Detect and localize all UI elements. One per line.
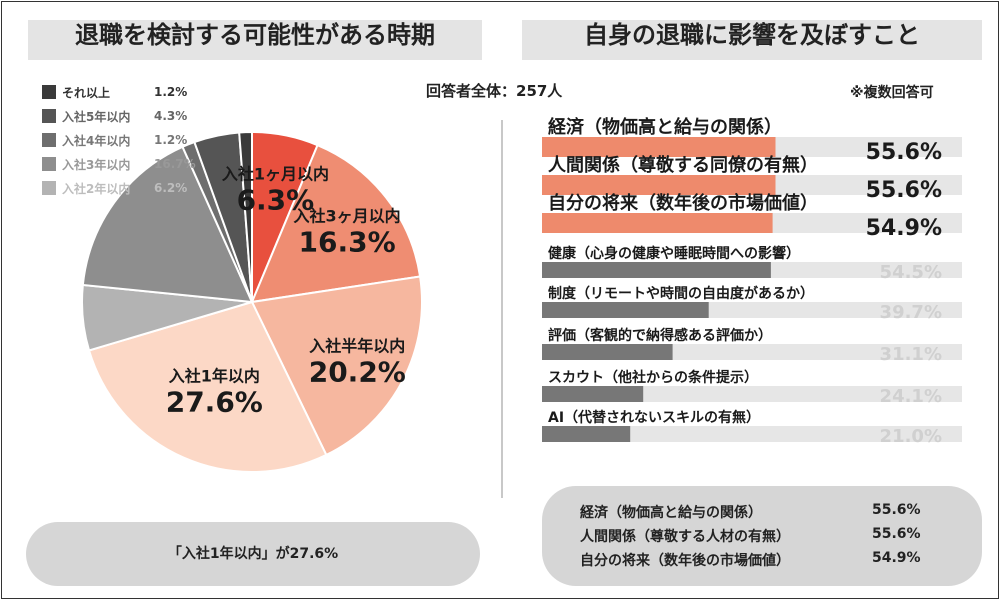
bar-track: [542, 426, 962, 442]
bar: [542, 386, 644, 402]
bar: [542, 302, 709, 318]
bar-chart-title: 自身の退職に影響を及ぼすこと: [522, 20, 982, 60]
legend-value: 4.3%: [154, 109, 188, 123]
bar-category-label: スカウト（他社からの条件提示）: [548, 369, 758, 386]
bar-category-label: 経済（物価高と給与の関係）: [548, 116, 782, 138]
bar-value-label: 54.5%: [880, 262, 942, 283]
legend-value: 1.2%: [154, 85, 188, 99]
bar-value-label: 24.1%: [880, 386, 942, 407]
summary-value: 54.9%: [872, 550, 921, 566]
bar: [542, 262, 771, 278]
bar-value-label: 31.1%: [880, 344, 942, 365]
legend-item: 入社4年以内 1.2%: [42, 128, 196, 152]
legend-swatch: [42, 157, 56, 171]
pie-legend: それ以上 1.2% 入社5年以内 4.3% 入社4年以内 1.2% 入社3年以内 16.7% 入…: [42, 80, 196, 200]
pie-slice-label: 入社3ヶ月以内: [294, 207, 401, 226]
bar: [542, 137, 776, 157]
bar-value-label: 21.0%: [880, 426, 942, 447]
legend-value: 6.2%: [154, 181, 188, 195]
summary-row: 自分の将来（数年後の市場価値） 54.9%: [580, 550, 940, 570]
legend-swatch: [42, 85, 56, 99]
pie-slice: [81, 145, 254, 304]
respondent-count: 回答者全体：257人: [426, 82, 563, 100]
bar: [542, 344, 673, 360]
legend-label: 入社2年以内: [62, 181, 131, 196]
pie-slice-label: 入社1ヶ月以内: [222, 164, 329, 183]
bar: [542, 426, 631, 442]
legend-item: それ以上 1.2%: [42, 80, 196, 104]
pie-slice: [250, 143, 422, 304]
legend-swatch: [42, 109, 56, 123]
multiple-answer-note: ※複数回答可: [850, 85, 934, 101]
legend-swatch: [42, 133, 56, 147]
pie-summary-box: 「入社1年以内」が27.6%: [26, 522, 480, 586]
bar-category-label: 人間関係（尊敬する同僚の有無）: [548, 154, 818, 176]
legend-swatch: [42, 181, 56, 195]
legend-label: 入社3年以内: [62, 157, 131, 172]
summary-label: 人間関係（尊敬する人材の有無）: [580, 529, 790, 545]
pie-slice-value: 20.2%: [309, 355, 406, 388]
bar-category-label: 制度（リモートや時間の自由度があるか）: [548, 285, 814, 302]
bar-category-label: 自分の将来（数年後の市場価値）: [548, 192, 818, 214]
summary-label: 自分の将来（数年後の市場価値）: [580, 553, 790, 569]
pie-slice: [87, 300, 328, 473]
bar-value-label: 39.7%: [880, 302, 942, 323]
summary-row: 経済（物価高と給与の関係） 55.6%: [580, 502, 940, 522]
summary-label: 経済（物価高と給与の関係）: [580, 505, 762, 521]
legend-label: 入社5年以内: [62, 109, 131, 124]
bar-value-label: 54.9%: [866, 216, 942, 241]
legend-label: それ以上: [62, 85, 111, 100]
summary-value: 55.6%: [872, 526, 921, 542]
pie-slice-label: 入社半年以内: [309, 336, 405, 355]
legend-item: 入社2年以内 6.2%: [42, 176, 196, 200]
bar-chart: 経済（物価高と給与の関係） 55.6% 人間関係（尊敬する同僚の有無） 55.6% 自分…: [542, 116, 962, 447]
bar: [542, 175, 776, 195]
summary-value: 55.6%: [872, 502, 921, 518]
bar: [542, 213, 773, 233]
bar-track: [542, 386, 962, 402]
bar-category-label: AI（代替されないスキルの有無）: [548, 409, 760, 426]
pie-slice-value: 6.3%: [237, 183, 315, 216]
bar-value-label: 55.6%: [866, 140, 942, 165]
legend-value: 1.2%: [154, 133, 188, 147]
summary-row: 人間関係（尊敬する人材の有無） 55.6%: [580, 526, 940, 546]
bar-summary-box: 経済（物価高と給与の関係） 55.6% 人間関係（尊敬する人材の有無） 55.6…: [542, 486, 982, 586]
pie-slice: [250, 275, 423, 457]
panel-divider: [501, 120, 503, 498]
legend-item: 入社3年以内 16.7%: [42, 152, 196, 176]
bar-category-label: 評価（客観的で納得感ある評価か）: [548, 327, 772, 344]
pie-slice-value: 16.3%: [299, 226, 396, 259]
pie-slice-value: 27.6%: [166, 386, 263, 419]
pie-slice: [238, 130, 253, 303]
pie-slice-label: 入社1年以内: [169, 367, 260, 386]
legend-value: 16.7%: [154, 157, 196, 171]
pie-chart-title: 退職を検討する可能性がある時期: [28, 20, 482, 60]
legend-label: 入社4年以内: [62, 133, 131, 148]
bar-category-label: 健康（心身の健康や睡眠時間への影響）: [548, 245, 800, 262]
bar-value-label: 55.6%: [866, 178, 942, 203]
legend-item: 入社5年以内 4.3%: [42, 104, 196, 128]
